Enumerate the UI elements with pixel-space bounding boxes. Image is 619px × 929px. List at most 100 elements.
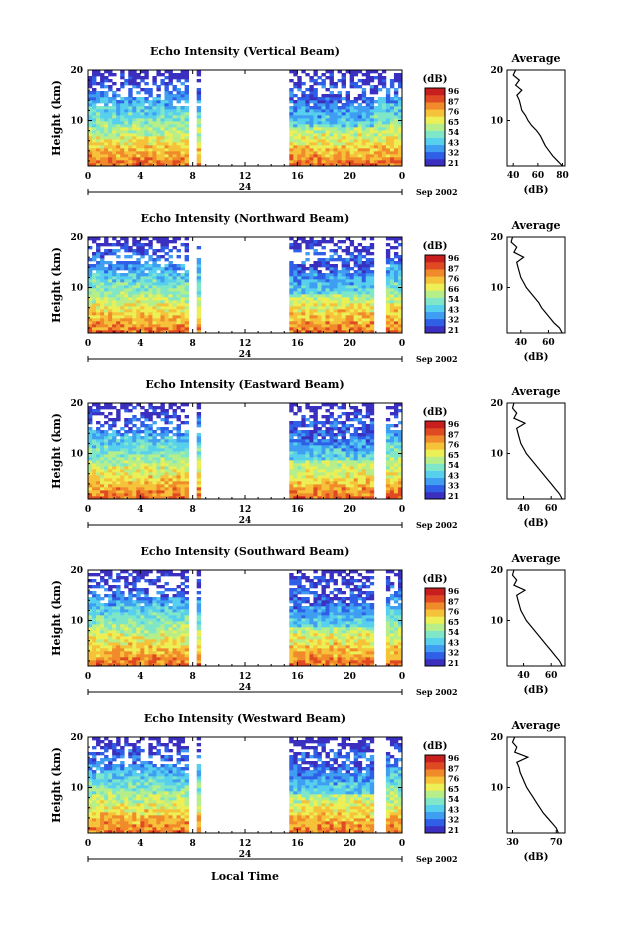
heatmap-cell [168, 469, 173, 473]
heatmap-cell [321, 445, 326, 449]
heatmap-cell [88, 648, 93, 652]
heatmap-cell [168, 109, 173, 113]
heatmap-cell [128, 324, 133, 328]
heatmap-cell [333, 312, 338, 316]
heatmap-cell [140, 621, 145, 625]
heatmap-cell [140, 484, 145, 488]
heatmap-cell [164, 448, 169, 452]
heatmap-cell [385, 457, 391, 461]
heatmap-cell [329, 133, 334, 137]
heatmap-cell [140, 151, 145, 155]
heatmap-cell [301, 237, 306, 241]
heatmap-cell [337, 291, 342, 295]
heatmap-cell [397, 291, 403, 295]
heatmap-cell [160, 294, 165, 298]
heatmap-cell [156, 121, 161, 125]
heatmap-cell [96, 237, 101, 241]
colorbar-frame [424, 254, 446, 334]
heatmap-cell [365, 97, 371, 101]
heatmap-cell [317, 318, 322, 322]
heatmap-cell [132, 415, 137, 419]
heatmap-cell [365, 412, 371, 416]
heatmap-cell [369, 276, 375, 280]
heatmap-cell [333, 252, 338, 256]
heatmap-cell [333, 318, 338, 322]
colorbar-tick-label: 21 [448, 491, 459, 501]
heatmap-cell [349, 406, 355, 410]
heatmap-cell [329, 291, 334, 295]
heatmap-cell [132, 139, 137, 143]
heatmap-cell [140, 76, 145, 80]
heatmap-cell [108, 160, 113, 164]
heatmap-cell [293, 324, 298, 328]
heatmap-cell [164, 472, 169, 476]
heatmap-cell [168, 451, 173, 455]
heatmap-cell [357, 276, 363, 280]
heatmap-cell [289, 270, 294, 274]
heatmap-cell [345, 91, 351, 95]
heatmap-cell [108, 463, 113, 467]
heatmap-cell [184, 136, 189, 140]
heatmap-cell [172, 160, 177, 164]
heatmap-cell [325, 460, 330, 464]
heatmap-cell [397, 288, 403, 292]
heatmap-cell [112, 463, 117, 467]
heatmap-cell [176, 285, 181, 289]
heatmap-cell [289, 327, 294, 331]
heatmap-cell [305, 106, 310, 110]
heatmap-cell [337, 151, 342, 155]
heatmap-cell [389, 100, 395, 104]
heatmap-cell [329, 312, 334, 316]
heatmap-cell [124, 321, 129, 325]
heatmap-cell [289, 130, 294, 134]
heatmap-cell [96, 451, 101, 455]
heatmap-cell [333, 321, 338, 325]
heatmap-cell [361, 297, 367, 301]
heatmap-cell [313, 475, 318, 479]
heatmap-cell [341, 484, 346, 488]
heatmap-cell [136, 460, 141, 464]
heatmap-cell [156, 303, 161, 307]
heatmap-cell [289, 106, 294, 110]
heatmap-cell [325, 484, 330, 488]
heatmap-cell [96, 252, 101, 256]
heatmap-cell [168, 466, 173, 470]
heatmap-cell [112, 612, 117, 616]
heatmap-cell [289, 318, 294, 322]
heatmap-cell [345, 118, 351, 122]
heatmap-cell [365, 145, 371, 149]
heatmap-cell [148, 330, 153, 334]
heatmap-cell [341, 267, 346, 271]
heatmap-cell [124, 442, 129, 446]
heatmap-cell [309, 157, 314, 161]
heatmap-cell [357, 255, 363, 259]
heatmap-cell [160, 106, 165, 110]
heatmap-cell [309, 270, 314, 274]
heatmap-cell [293, 276, 298, 280]
heatmap-cell [180, 451, 185, 455]
heatmap-cell [152, 115, 157, 119]
heatmap-cell [353, 418, 359, 422]
heatmap-cell [160, 273, 165, 277]
heatmap-cell [128, 327, 133, 331]
heatmap-cell [128, 645, 133, 649]
heatmap-cell [164, 490, 169, 494]
heatmap-cell [104, 103, 109, 107]
heatmap-cell [317, 490, 322, 494]
heatmap-cell [168, 70, 173, 74]
heatmap-cell [353, 124, 359, 128]
heatmap-cell [341, 118, 346, 122]
heatmap-cell [329, 300, 334, 304]
heatmap-cell [333, 421, 338, 425]
heatmap-cell [96, 639, 101, 643]
heatmap-cell [100, 433, 105, 437]
heatmap-cell [337, 406, 342, 410]
heatmap-cell [172, 327, 177, 331]
heatmap-cell [309, 79, 314, 83]
heatmap-cell [144, 618, 149, 622]
heatmap-cell [128, 94, 133, 98]
heatmap-cell [180, 157, 185, 161]
heatmap-cell [116, 457, 121, 461]
heatmap-cell [144, 460, 149, 464]
heatmap-cell [369, 300, 375, 304]
